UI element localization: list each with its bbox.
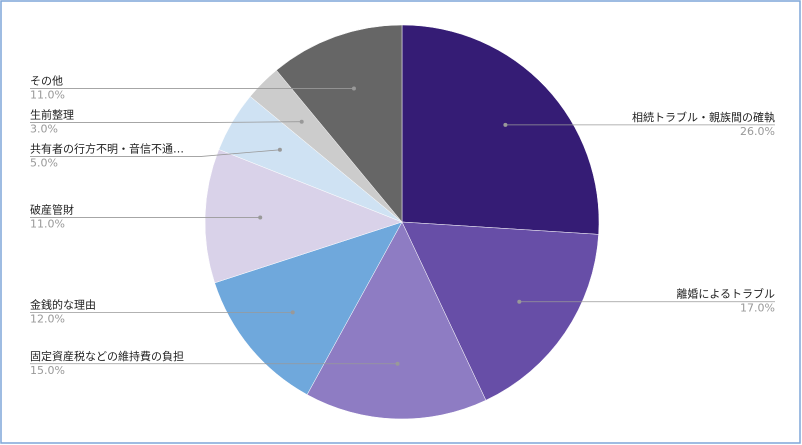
slice-label: 共有者の行方不明・音信不通… — [30, 142, 184, 156]
leader-dot — [351, 86, 356, 91]
slice-value: 11.0% — [30, 89, 65, 102]
slice-value: 26.0% — [740, 125, 775, 138]
slice-value: 11.0% — [30, 218, 65, 231]
slice-label: 破産管財 — [30, 203, 74, 217]
pie-slice — [214, 221, 403, 395]
slice-value: 5.0% — [30, 157, 58, 170]
slice-label: その他 — [30, 75, 63, 88]
slice-value: 17.0% — [740, 302, 775, 315]
slice-label: 固定資産税などの維持費の負担 — [30, 349, 184, 363]
slice-value: 15.0% — [30, 364, 65, 377]
leader-dot — [258, 215, 263, 220]
pie-slice — [204, 149, 403, 284]
slice-value: 12.0% — [30, 312, 65, 325]
leader-dot — [277, 147, 282, 152]
pie-slice — [276, 24, 403, 223]
leader-dot — [503, 122, 508, 127]
leader-dot — [290, 310, 295, 315]
slice-label: 離婚によるトラブル — [676, 287, 775, 301]
slice-label: 相続トラブル・親族間の確執 — [632, 110, 775, 124]
leader-line — [199, 121, 302, 123]
pie-slice — [401, 24, 600, 235]
slice-value: 3.0% — [30, 123, 58, 136]
leader-dot — [395, 361, 400, 366]
leader-dot — [517, 299, 522, 304]
slice-label: 生前整理 — [30, 108, 74, 122]
leader-line — [199, 149, 280, 157]
pie-slice — [401, 221, 599, 401]
leader-dot — [299, 119, 304, 124]
slice-label: 金銭的な理由 — [30, 297, 96, 311]
pie-slice — [306, 221, 487, 420]
